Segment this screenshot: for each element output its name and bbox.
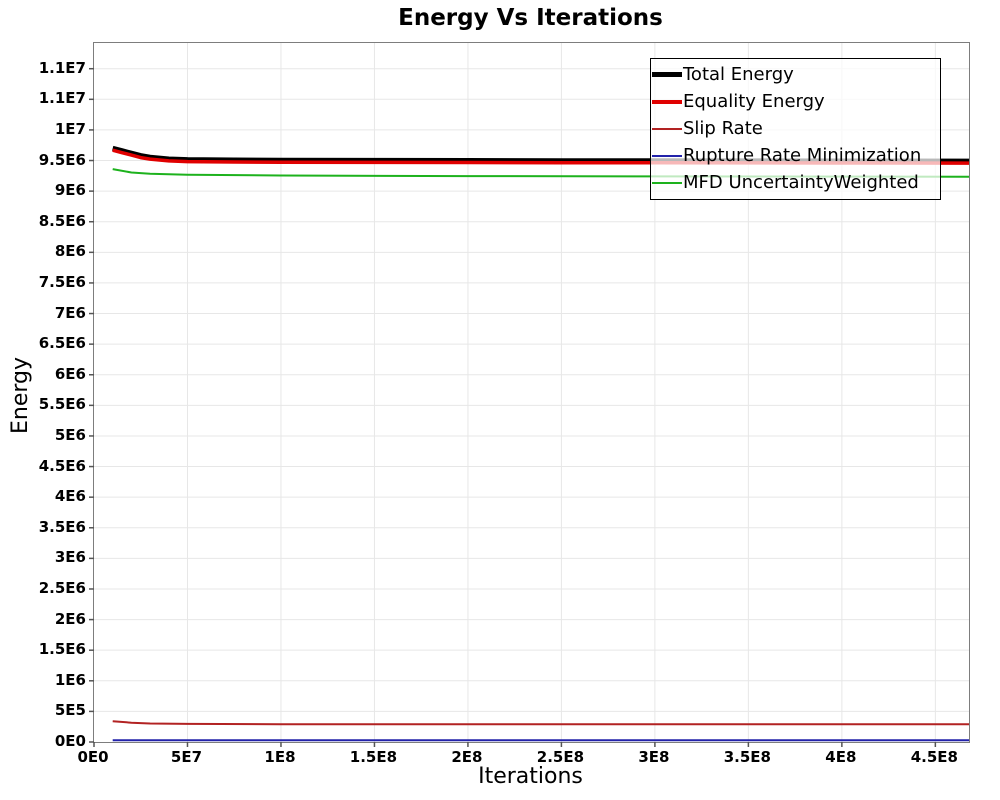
legend-line-swatch xyxy=(652,127,682,130)
x-tick-label: 4E8 xyxy=(825,748,857,766)
x-tick-label: 3E8 xyxy=(638,748,670,766)
x-tick-label: 2.5E8 xyxy=(536,748,585,766)
x-tick-label: 4.5E8 xyxy=(910,748,958,766)
x-tick-label: 2E8 xyxy=(451,748,483,766)
y-tick-label: 1.1E7 xyxy=(38,58,86,77)
y-tick-label: 1.5E6 xyxy=(38,640,86,659)
y-tick-label: 9E6 xyxy=(54,181,86,200)
plot-area: Total Energy Equality Energy Slip Rate Rupt… xyxy=(89,42,970,747)
legend: Total Energy Equality Energy Slip Rate Rupt… xyxy=(650,58,941,200)
y-tick-label: 1.1E7 xyxy=(38,89,86,108)
legend-label: Slip Rate xyxy=(683,117,763,139)
legend-label: Rupture Rate Minimization xyxy=(683,145,922,167)
legend-item: MFD UncertaintyWeighted xyxy=(651,170,940,196)
y-tick-label: 5E6 xyxy=(54,425,86,444)
series-line-mfd-uncertaintyweighted xyxy=(112,168,970,178)
x-tick-label: 1E8 xyxy=(264,748,296,766)
y-tick-label: 6E6 xyxy=(54,364,86,383)
x-tick-label: 3.5E8 xyxy=(723,748,771,766)
legend-item: Slip Rate xyxy=(651,116,940,142)
legend-item: Equality Energy xyxy=(651,89,940,115)
y-tick-label: 5E5 xyxy=(54,701,86,720)
y-tick-label: 2E6 xyxy=(54,609,86,628)
y-tick-label: 1E6 xyxy=(54,670,86,689)
y-tick-label: 7.5E6 xyxy=(38,272,86,291)
y-tick-label: 0E0 xyxy=(54,732,86,750)
y-tick-label: 2.5E6 xyxy=(38,578,86,597)
y-tick-label: 5.5E6 xyxy=(38,395,86,414)
series-line-slip-rate xyxy=(112,720,969,726)
legend-line-swatch xyxy=(652,155,682,158)
legend-line-swatch xyxy=(652,100,682,104)
y-tick-label: 8E6 xyxy=(54,242,86,261)
y-tick-label: 3.5E6 xyxy=(38,517,86,536)
legend-label: Equality Energy xyxy=(683,90,825,112)
legend-item: Rupture Rate Minimization xyxy=(651,143,940,169)
chart-title: Energy Vs Iterations xyxy=(398,5,663,31)
legend-line-swatch xyxy=(652,72,682,78)
legend-label: MFD UncertaintyWeighted xyxy=(683,172,919,194)
series-line-total-energy xyxy=(112,145,970,164)
y-tick-label: 8.5E6 xyxy=(38,211,86,230)
y-tick-label: 1E7 xyxy=(54,119,86,138)
legend-item: Total Energy xyxy=(651,62,940,88)
x-tick-label: 5E7 xyxy=(170,748,203,766)
x-tick-label: 1.5E8 xyxy=(349,748,398,766)
legend-line-swatch xyxy=(652,182,682,185)
y-tick-label: 3E6 xyxy=(54,548,86,567)
y-tick-label: 4.5E6 xyxy=(38,456,86,475)
series-line-equality-energy xyxy=(112,148,970,165)
y-tick-label: 7E6 xyxy=(54,303,86,322)
y-tick-label: 9.5E6 xyxy=(38,150,86,169)
x-axis-title: Iterations xyxy=(478,764,583,789)
legend-label: Total Energy xyxy=(683,63,794,85)
x-tick-label: 0E0 xyxy=(77,748,109,766)
y-tick-label: 4E6 xyxy=(54,487,86,506)
y-tick-label: 6.5E6 xyxy=(38,334,86,353)
